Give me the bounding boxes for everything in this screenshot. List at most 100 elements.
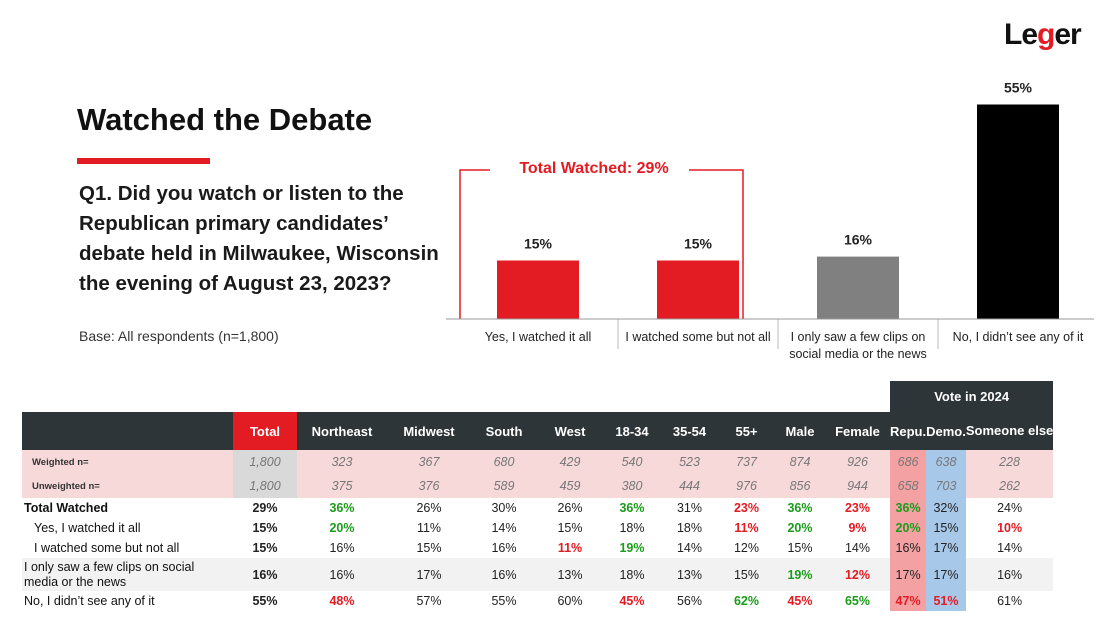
category-label-2: I watched some but not all — [625, 330, 770, 344]
table-cell: 57% — [416, 594, 442, 608]
table-cell: 18% — [619, 521, 645, 535]
table-cell: 45% — [619, 594, 645, 608]
table-cell: 638 — [926, 450, 966, 474]
column-header: Female — [825, 412, 890, 450]
table-cell: 56% — [676, 594, 703, 608]
column-header: Demo. — [926, 412, 966, 450]
table-cell: 12% — [825, 558, 890, 591]
table-cell: 1,800 — [233, 474, 297, 498]
bar-value-label-3: 16% — [844, 232, 873, 248]
leger-logo: Leger — [1004, 18, 1082, 51]
table-cell: 19% — [775, 558, 825, 591]
table-cell: 16% — [297, 558, 387, 591]
table-cell: 367 — [387, 450, 471, 474]
table-cell: 10% — [997, 521, 1023, 535]
table-cell: 51% — [926, 591, 966, 611]
column-header: Northeast — [297, 412, 387, 450]
table-cell: 55% — [252, 594, 278, 608]
table-cell: 856 — [775, 474, 825, 498]
table-cell: 47% — [890, 591, 927, 611]
table-cell: 703 — [926, 474, 966, 498]
table-cell: 737 — [718, 450, 775, 474]
category-label-4: No, I didn’t see any of it — [953, 330, 1084, 344]
table-cell: 65% — [844, 594, 871, 608]
table-cell: 26% — [416, 501, 442, 515]
row-label: I only saw a few clips on social media or… — [22, 558, 233, 591]
table-cell: 24% — [997, 501, 1023, 515]
table-cell: 18% — [603, 558, 661, 591]
table-cell: 874 — [775, 450, 825, 474]
table-cell: 36% — [329, 501, 355, 515]
column-header: 18-34 — [603, 412, 661, 450]
table-cell: 16% — [233, 558, 297, 591]
total-watched-annotation: Total Watched: 29% — [519, 160, 668, 177]
vote-in-2024-header: Vote in 2024 — [890, 381, 1054, 412]
column-header: Male — [775, 412, 825, 450]
table-cell: 36% — [619, 501, 645, 515]
base-text: Base: All respondents (n=1,800) — [79, 328, 279, 344]
table-cell: 540 — [603, 450, 661, 474]
column-header: Repu. — [890, 412, 927, 450]
table-cell: 228 — [965, 450, 1054, 474]
bar-chart: Total Watched: 29% 15% Yes, I watched it a… — [446, 80, 1094, 361]
table-cell: 20% — [787, 521, 813, 535]
table-cell: 13% — [537, 558, 603, 591]
bar-3 — [817, 256, 899, 319]
table-cell: 16% — [329, 541, 355, 555]
table-cell: 15% — [416, 541, 442, 555]
table-cell: 16% — [491, 541, 517, 555]
table-cell: 262 — [965, 474, 1054, 498]
table-cell: 658 — [890, 474, 927, 498]
table-cell: 60% — [557, 594, 583, 608]
column-header: South — [471, 412, 537, 450]
table-header-row: Total Northeast Midwest South West 18-34 35-54… — [22, 412, 1054, 450]
table-cell: 17% — [926, 538, 966, 558]
table-cell: 16% — [965, 558, 1054, 591]
table-cell: 31% — [676, 501, 703, 515]
base-row: Weighted n= 1,800 323 367 680 429 540 523 737 874… — [22, 450, 1054, 474]
table-cell: 48% — [329, 594, 355, 608]
table-cell: 32% — [926, 498, 966, 518]
table-row: I only saw a few clips on social media or… — [22, 558, 1054, 591]
table-cell: 23% — [844, 501, 871, 515]
table-cell: 30% — [491, 501, 517, 515]
category-label-3: social media or the news — [789, 347, 927, 361]
category-label-1: Yes, I watched it all — [485, 330, 592, 344]
bar-value-label-1: 15% — [524, 236, 553, 252]
column-header: 55+ — [718, 412, 775, 450]
table-cell: 13% — [661, 558, 718, 591]
table-cell: 12% — [733, 541, 760, 555]
table-vote-header-row: Vote in 2024 — [22, 381, 1054, 412]
table-cell: 444 — [661, 474, 718, 498]
table-cell: 976 — [718, 474, 775, 498]
table-cell: 62% — [733, 594, 760, 608]
column-header: West — [537, 412, 603, 450]
row-label: Unweighted n= — [22, 474, 233, 498]
table-cell: 17% — [926, 558, 966, 591]
table-cell: 15% — [252, 541, 278, 555]
table-cell: 23% — [733, 501, 760, 515]
table-cell: 944 — [825, 474, 890, 498]
table-row: Yes, I watched it all 15% 20% 11% 14% 15% 18% 1… — [22, 518, 1053, 538]
table-cell: 589 — [471, 474, 537, 498]
table-cell: 16% — [890, 538, 927, 558]
crosstab-table: Vote in 2024 Total Northeast Midwest South W… — [22, 381, 1054, 611]
table-cell: 55% — [491, 594, 517, 608]
table-cell: 1,800 — [233, 450, 297, 474]
table-cell: 15% — [926, 518, 966, 538]
table-cell: 376 — [387, 474, 471, 498]
table-cell: 523 — [661, 450, 718, 474]
table-cell: 61% — [997, 594, 1023, 608]
total-watched-bracket — [459, 169, 744, 319]
column-header: 35-54 — [661, 412, 718, 450]
table-cell: 15% — [718, 558, 775, 591]
table-cell: 15% — [557, 521, 583, 535]
row-label: I watched some but not all — [34, 540, 180, 555]
bar-4 — [977, 104, 1059, 319]
column-header: Total — [233, 412, 297, 450]
table-cell: 36% — [890, 498, 927, 518]
table-header-blank — [22, 412, 233, 450]
bar-value-label-2: 15% — [684, 236, 713, 252]
table-row: I watched some but not all 15% 16% 15% 16% 11… — [22, 538, 1053, 558]
table-cell: 9% — [848, 521, 867, 535]
